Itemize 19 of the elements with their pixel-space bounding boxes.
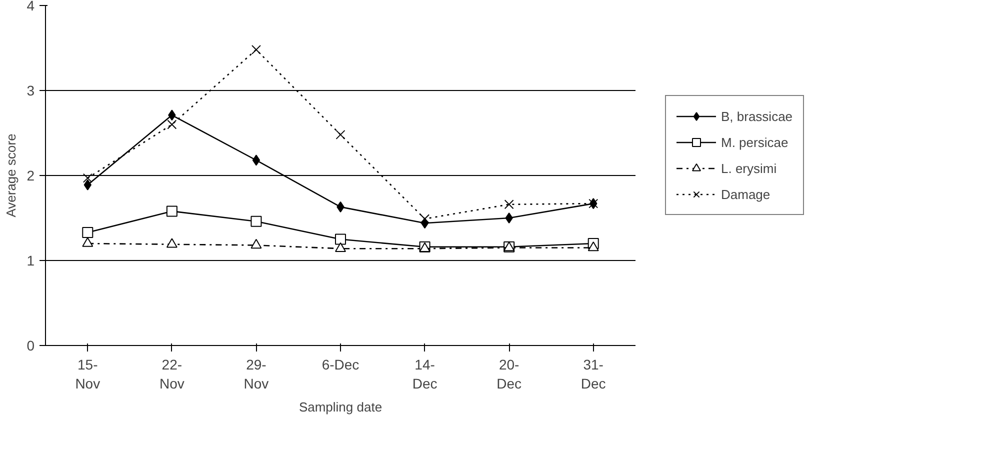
x-tick-label: 29- Nov xyxy=(244,356,269,392)
x-tick-label: 22- Nov xyxy=(159,356,184,392)
y-tick-label: 0 xyxy=(26,338,35,354)
y-tick-label: 1 xyxy=(26,252,35,268)
x-tick-label: 15- Nov xyxy=(75,356,100,392)
y-tick-label: 4 xyxy=(26,0,35,14)
y-tick-label: 3 xyxy=(26,82,35,98)
legend-label: M. persicae xyxy=(721,134,788,150)
legend-label: L. erysimi xyxy=(721,160,777,176)
y-tick-label: 2 xyxy=(26,168,35,184)
legend-label: Damage xyxy=(721,186,770,202)
x-tick-label: 20- Dec xyxy=(496,356,522,392)
x-tick-label: 31- Dec xyxy=(580,356,606,392)
point xyxy=(251,44,261,54)
x-axis-title: Sampling date xyxy=(298,400,382,415)
y-axis-title: Average score xyxy=(4,134,19,218)
x-tick-label: 14- Dec xyxy=(412,356,438,392)
legend-label: B, brassicae xyxy=(721,108,793,124)
x-tick-label: 6-Dec xyxy=(322,356,360,372)
